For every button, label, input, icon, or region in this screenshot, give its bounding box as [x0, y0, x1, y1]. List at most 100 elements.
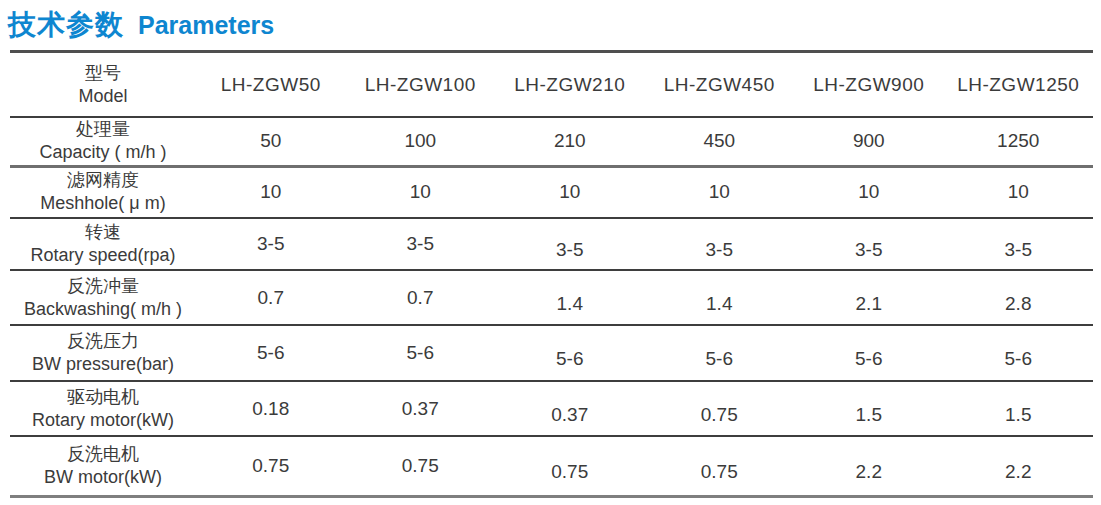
param-label-zh: 反洗压力: [10, 330, 196, 353]
param-label-en: BW motor(kW): [10, 466, 196, 489]
table-row: 反洗冲量Backwashing( m/h )0.70.71.41.42.12.8: [10, 270, 1093, 325]
value-text: 2.2: [856, 461, 882, 483]
value-text: 3-5: [257, 233, 284, 255]
value-text: 0.18: [252, 398, 289, 420]
value-text: 5-6: [257, 342, 284, 364]
value-cell: 1250: [944, 117, 1094, 166]
value-text: 0.37: [402, 398, 439, 420]
page-title: 技术参数 Parameters: [8, 6, 274, 44]
value-cell: 0.75: [346, 436, 496, 496]
value-text: 0.37: [551, 404, 588, 426]
param-label-zh: 滤网精度: [10, 169, 196, 192]
value-cell: 10: [645, 166, 795, 218]
model-column-header: LH-ZGW100: [346, 53, 496, 117]
param-label-zh: 处理量: [10, 118, 196, 141]
param-label-en: Capacity ( m/h ): [10, 141, 196, 164]
value-text: 0.7: [258, 287, 284, 309]
value-cell: 3-5: [944, 218, 1094, 270]
value-cell: 0.7: [346, 270, 496, 325]
value-cell: 10: [196, 166, 346, 218]
value-text: 0.7: [407, 287, 433, 309]
value-text: 900: [853, 130, 885, 152]
value-text: 10: [260, 181, 281, 203]
model-column-header: LH-ZGW1250: [944, 53, 1094, 117]
param-label-cell: 反洗压力BW pressure(bar): [10, 325, 196, 381]
value-cell: 2.8: [944, 270, 1094, 325]
value-text: 5-6: [706, 348, 733, 370]
value-cell: 0.18: [196, 381, 346, 436]
model-label-cell: 型号 Model: [10, 53, 196, 117]
page-title-zh: 技术参数: [8, 6, 124, 44]
value-cell: 100: [346, 117, 496, 166]
model-label-en: Model: [10, 85, 196, 108]
value-text: 0.75: [701, 461, 738, 483]
param-label-en: BW pressure(bar): [10, 353, 196, 376]
value-cell: 5-6: [495, 325, 645, 381]
table-header-row: 型号 Model LH-ZGW50LH-ZGW100LH-ZGW210LH-ZG…: [10, 53, 1093, 117]
table-row: 反洗压力BW pressure(bar)5-65-65-65-65-65-6: [10, 325, 1093, 381]
param-label-zh: 反洗电机: [10, 443, 196, 466]
value-cell: 5-6: [645, 325, 795, 381]
value-cell: 0.75: [645, 436, 795, 496]
value-text: 2.8: [1005, 293, 1031, 315]
model-column-header: LH-ZGW50: [196, 53, 346, 117]
table-row: 驱动电机Rotary motor(kW) 0.18 0.37 0.37 0.75 1.5 1…: [10, 381, 1093, 436]
value-cell: 1.5: [944, 381, 1094, 436]
value-cell: 10: [794, 166, 944, 218]
value-cell: 2.2: [944, 436, 1094, 496]
value-text: 10: [410, 181, 431, 203]
value-cell: 0.7: [196, 270, 346, 325]
table-row: 滤网精度Meshhole( μ m) 10 10 10 10 10 10: [10, 166, 1093, 218]
value-text: 10: [709, 181, 730, 203]
value-cell: 0.37: [346, 381, 496, 436]
value-text: 210: [554, 130, 586, 152]
value-text: 3-5: [407, 233, 434, 255]
table-row: 反洗电机BW motor(kW) 0.75 0.75 0.75 0.75 2.2 2.2: [10, 436, 1093, 496]
value-cell: 10: [346, 166, 496, 218]
value-text: 5-6: [1005, 348, 1032, 370]
value-cell: 10: [944, 166, 1094, 218]
value-text: 0.75: [551, 461, 588, 483]
value-cell: 900: [794, 117, 944, 166]
model-column-header: LH-ZGW210: [495, 53, 645, 117]
page: 技术参数 Parameters 型号 Model LH-ZGW50LH-ZGW1…: [0, 0, 1101, 505]
value-text: 3-5: [855, 239, 882, 261]
model-column-header: LH-ZGW450: [645, 53, 795, 117]
value-text: 1.5: [856, 404, 882, 426]
value-cell: 2.2: [794, 436, 944, 496]
param-label-cell: 滤网精度Meshhole( μ m): [10, 166, 196, 218]
value-text: 2.2: [1005, 461, 1031, 483]
value-cell: 5-6: [346, 325, 496, 381]
param-label-zh: 驱动电机: [10, 386, 196, 409]
value-text: 0.75: [252, 455, 289, 477]
param-label-cell: 转速Rotary speed(rpa): [10, 218, 196, 270]
value-cell: 1.5: [794, 381, 944, 436]
value-cell: 5-6: [196, 325, 346, 381]
value-text: 3-5: [556, 239, 583, 261]
value-cell: 3-5: [495, 218, 645, 270]
value-cell: 10: [495, 166, 645, 218]
value-text: 3-5: [1005, 239, 1032, 261]
value-cell: 1.4: [645, 270, 795, 325]
value-text: 50: [260, 130, 281, 152]
value-cell: 0.75: [495, 436, 645, 496]
value-text: 5-6: [855, 348, 882, 370]
value-cell: 1.4: [495, 270, 645, 325]
value-text: 100: [404, 130, 436, 152]
value-cell: 3-5: [794, 218, 944, 270]
param-label-zh: 转速: [10, 221, 196, 244]
value-cell: 450: [645, 117, 795, 166]
value-text: 3-5: [706, 239, 733, 261]
value-text: 0.75: [701, 404, 738, 426]
param-label-en: Rotary motor(kW): [10, 409, 196, 432]
param-label-cell: 反洗冲量Backwashing( m/h ): [10, 270, 196, 325]
value-text: 10: [1008, 181, 1029, 203]
table-row: 处理量Capacity ( m/h ) 50 100 210 450 900 1250: [10, 117, 1093, 166]
param-label-en: Rotary speed(rpa): [10, 244, 196, 267]
value-text: 450: [703, 130, 735, 152]
value-cell: 2.1: [794, 270, 944, 325]
value-text: 10: [858, 181, 879, 203]
value-cell: 3-5: [645, 218, 795, 270]
table-row: 转速Rotary speed(rpa) 3-5 3-5 3-5 3-5 3-5 3-5: [10, 218, 1093, 270]
value-cell: 5-6: [944, 325, 1094, 381]
